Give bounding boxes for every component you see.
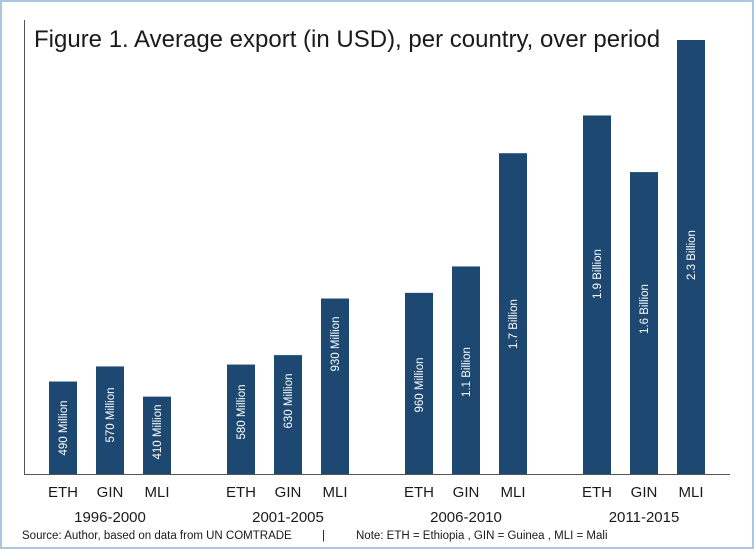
bar-value-label: 490 Million — [58, 401, 70, 456]
period-label: 2001-2005 — [252, 509, 324, 526]
bar-2001-2005-mli — [321, 298, 349, 474]
bar-value-label: 2.3 Billion — [686, 230, 698, 280]
category-label: GIN — [453, 484, 480, 501]
category-label: ETH — [226, 484, 256, 501]
bar-value-label: 410 Million — [152, 405, 164, 460]
bar-value-label: 580 Million — [236, 385, 248, 440]
bar-2011-2015-gin — [630, 172, 658, 474]
period-label: 2011-2015 — [609, 509, 680, 526]
chart-title: Figure 1. Average export (in USD), per c… — [34, 26, 660, 53]
category-label: MLI — [144, 484, 169, 501]
category-label: MLI — [678, 484, 703, 501]
bar-value-label: 1.1 Billion — [461, 347, 473, 397]
source-note: Source: Author, based on data from UN CO… — [22, 530, 292, 542]
bar-value-label: 1.6 Billion — [639, 284, 651, 334]
footer-separator: | — [322, 530, 325, 542]
period-label: 1996-2000 — [74, 509, 146, 526]
bar-value-label: 1.9 Billion — [592, 249, 604, 299]
bar-1996-2000-mli — [143, 396, 171, 474]
bar-value-label: 930 Million — [330, 317, 342, 372]
bar-2011-2015-mli — [677, 40, 705, 474]
category-label: GIN — [631, 484, 658, 501]
bar-2011-2015-eth — [583, 115, 611, 474]
labels-layer: 490 Million ETH 570 Million GIN 410 Million M… — [48, 230, 704, 526]
category-label: GIN — [275, 484, 302, 501]
bar-2001-2005-eth — [227, 364, 255, 474]
bars-layer — [49, 40, 705, 474]
abbreviation-note: Note: ETH = Ethiopia , GIN = Guinea , ML… — [356, 530, 608, 542]
bar-value-label: 960 Million — [414, 358, 426, 413]
category-label: ETH — [48, 484, 78, 501]
category-label: ETH — [404, 484, 434, 501]
bar-value-label: 1.7 Billion — [508, 299, 520, 349]
bar-value-label: 630 Million — [283, 374, 295, 429]
category-label: MLI — [500, 484, 525, 501]
bar-value-label: 570 Million — [105, 388, 117, 443]
bar-1996-2000-gin — [96, 366, 124, 474]
bar-2006-2010-eth — [405, 292, 433, 474]
bar-1996-2000-eth — [49, 381, 77, 474]
period-label: 2006-2010 — [430, 509, 502, 526]
bar-2001-2005-gin — [274, 355, 302, 474]
bar-2006-2010-gin — [452, 266, 480, 474]
category-label: MLI — [322, 484, 347, 501]
category-label: ETH — [582, 484, 612, 501]
bar-2006-2010-mli — [499, 153, 527, 474]
category-label: GIN — [97, 484, 124, 501]
